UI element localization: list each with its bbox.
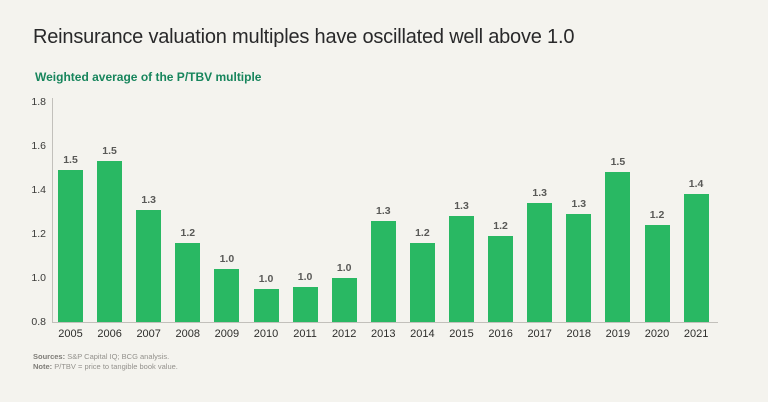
bar-value-label: 1.0 bbox=[297, 270, 313, 283]
bar-value-label: 1.2 bbox=[180, 226, 196, 239]
y-axis-label: 1.0 bbox=[31, 272, 46, 284]
x-axis-label: 2012 bbox=[331, 328, 357, 340]
x-axis-label: 2005 bbox=[58, 328, 83, 340]
bar-2007 bbox=[136, 209, 162, 322]
bar-value-label: 1.5 bbox=[63, 154, 78, 167]
x-axis-label: 2014 bbox=[410, 328, 435, 340]
bar-2013 bbox=[370, 220, 396, 322]
x-axis-label: 2021 bbox=[683, 328, 709, 340]
bar-2011 bbox=[292, 286, 318, 322]
x-axis-label: 2016 bbox=[488, 328, 513, 340]
sources-text: S&P Capital IQ; BCG analysis. bbox=[65, 352, 170, 361]
bar-2010 bbox=[253, 289, 279, 322]
x-axis-label: 2015 bbox=[449, 328, 474, 340]
bar-value-label: 1.3 bbox=[141, 193, 156, 206]
page-title: Reinsurance valuation multiples have osc… bbox=[33, 26, 575, 48]
bar-2017 bbox=[527, 203, 553, 322]
note-label: Note: bbox=[33, 362, 53, 371]
x-axis-line bbox=[52, 322, 718, 323]
x-axis-label: 2006 bbox=[97, 328, 122, 340]
bar-value-label: 1.3 bbox=[375, 204, 391, 217]
y-axis-label: 1.4 bbox=[31, 184, 46, 196]
sources-line: Sources: S&P Capital IQ; BCG analysis. bbox=[33, 352, 178, 362]
bar-value-label: 1.0 bbox=[219, 253, 235, 266]
bar-2020 bbox=[644, 225, 670, 322]
bar-value-label: 1.2 bbox=[415, 226, 430, 239]
bar-2019 bbox=[605, 172, 631, 322]
bar-2021 bbox=[683, 194, 709, 322]
bar-value-label: 1.2 bbox=[649, 209, 665, 222]
x-axis-label: 2008 bbox=[175, 328, 201, 340]
sources-label: Sources: bbox=[33, 352, 66, 361]
y-axis-label: 0.8 bbox=[31, 316, 46, 328]
chart-subtitle: Weighted average of the P/TBV multiple bbox=[35, 70, 262, 84]
bar-2012 bbox=[331, 278, 357, 322]
note-line: Note: P/TBV = price to tangible book val… bbox=[33, 362, 178, 372]
bar-value-label: 1.3 bbox=[532, 187, 547, 200]
x-axis-label: 2007 bbox=[136, 328, 161, 340]
x-axis-label: 2009 bbox=[214, 328, 240, 340]
note-text: P/TBV = price to tangible book value. bbox=[52, 362, 178, 371]
bar-2015 bbox=[449, 216, 474, 322]
bar-value-label: 1.2 bbox=[493, 220, 508, 233]
bar-2008 bbox=[175, 242, 201, 322]
bar-value-label: 1.4 bbox=[688, 178, 704, 191]
x-axis-label: 2010 bbox=[253, 328, 279, 340]
bar-2018 bbox=[566, 214, 592, 322]
x-axis-label: 2019 bbox=[605, 328, 631, 340]
y-axis-label: 1.2 bbox=[31, 228, 46, 240]
x-axis-label: 2013 bbox=[371, 328, 396, 340]
bar-value-label: 1.5 bbox=[102, 145, 117, 158]
footer-notes: Sources: S&P Capital IQ; BCG analysis. N… bbox=[33, 352, 178, 372]
bar-2014 bbox=[409, 242, 435, 322]
bar-2006 bbox=[97, 161, 123, 322]
bar-value-label: 1.5 bbox=[610, 156, 626, 169]
bar-value-label: 1.0 bbox=[258, 273, 274, 285]
x-axis-label: 2017 bbox=[527, 328, 552, 340]
y-axis-label: 1.8 bbox=[31, 96, 46, 108]
y-axis-line bbox=[52, 98, 53, 322]
bar-value-label: 1.3 bbox=[454, 200, 469, 213]
x-axis-label: 2011 bbox=[293, 328, 317, 340]
bar-2016 bbox=[488, 236, 514, 322]
x-axis-label: 2018 bbox=[566, 328, 592, 340]
bar-2009 bbox=[214, 269, 240, 322]
bar-2005 bbox=[58, 170, 83, 322]
bar-value-label: 1.3 bbox=[571, 198, 587, 211]
x-axis-label: 2020 bbox=[644, 328, 670, 340]
bar-value-label: 1.0 bbox=[336, 262, 352, 274]
y-axis-label: 1.6 bbox=[31, 140, 46, 152]
